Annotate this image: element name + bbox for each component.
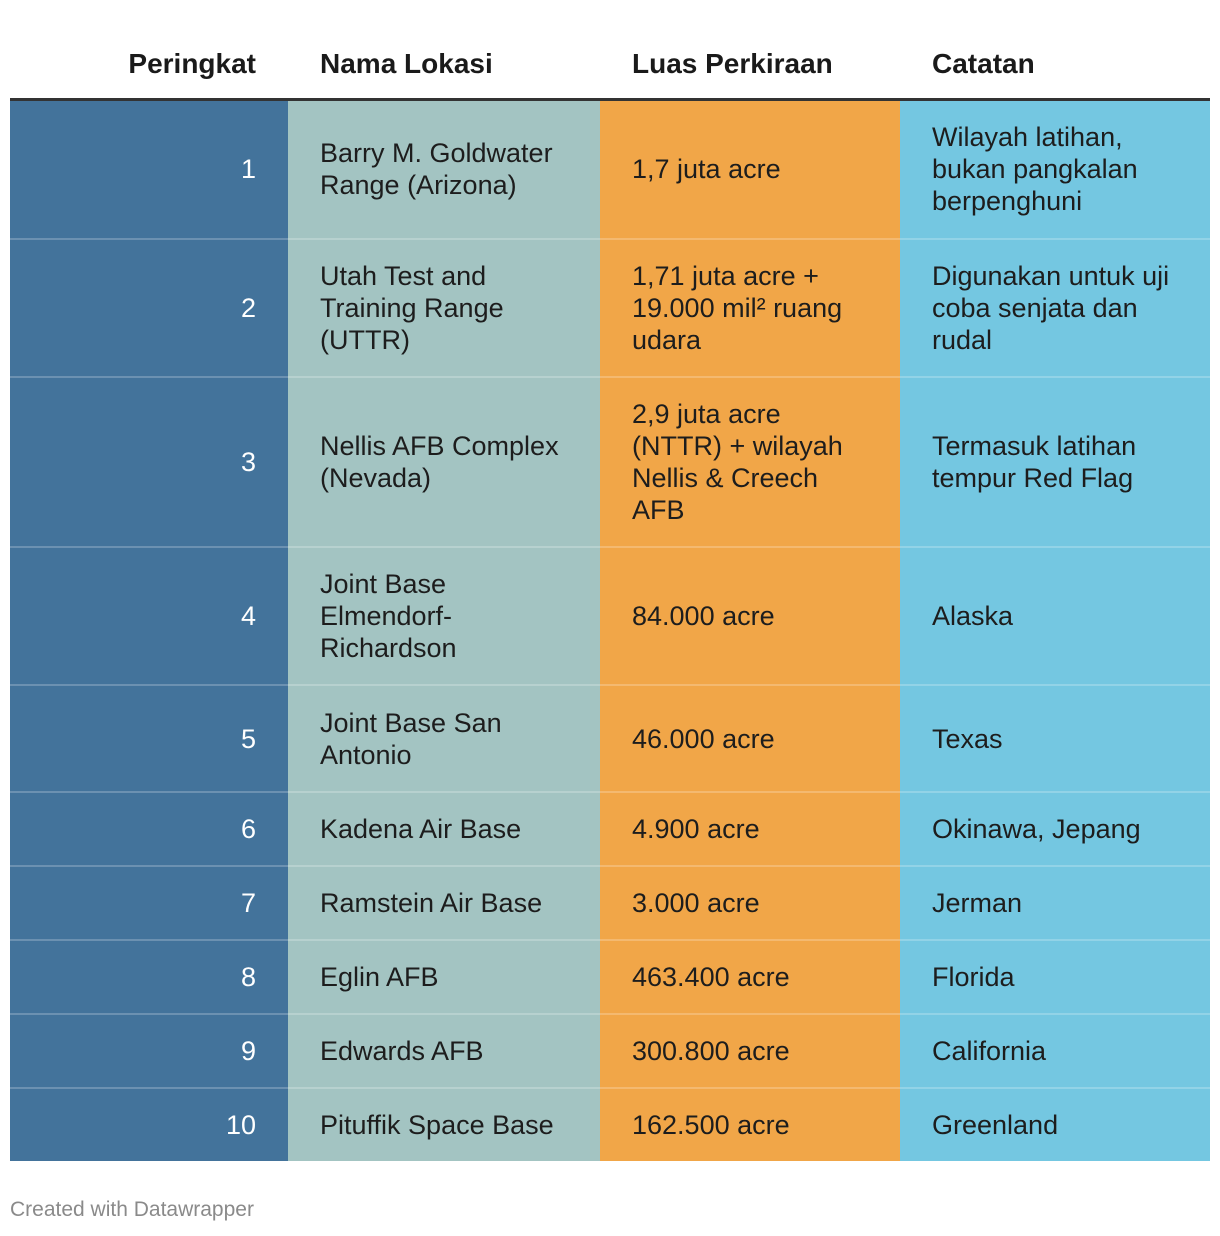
location-cell: Joint Base Elmendorf-Richardson [288,547,600,686]
column-header-area[interactable]: Luas Perkiraan [600,0,900,101]
area-cell: 300.800 acre [600,1014,900,1089]
column-header-note[interactable]: Catatan [900,0,1210,101]
table-row: 9 Edwards AFB 300.800 acre California [10,1014,1210,1089]
note-cell: Alaska [900,547,1210,686]
location-cell: Ramstein Air Base [288,866,600,941]
data-table: Peringkat Nama Lokasi Luas Perkiraan Cat… [10,0,1210,1161]
location-cell: Joint Base San Antonio [288,685,600,793]
table-row: 4 Joint Base Elmendorf-Richardson 84.000 a… [10,547,1210,686]
table-row: 1 Barry M. Goldwater Range (Arizona) 1,7 j… [10,99,1210,240]
rank-cell: 1 [10,99,288,240]
note-cell: California [900,1014,1210,1089]
rank-cell: 8 [10,940,288,1015]
location-cell: Edwards AFB [288,1014,600,1089]
area-cell: 4.900 acre [600,792,900,867]
note-cell: Termasuk latihan tempur Red Flag [900,377,1210,548]
location-cell: Nellis AFB Complex (Nevada) [288,377,600,548]
location-cell: Kadena Air Base [288,792,600,867]
rank-cell: 5 [10,685,288,793]
note-cell: Greenland [900,1088,1210,1161]
area-cell: 3.000 acre [600,866,900,941]
rank-cell: 2 [10,239,288,378]
note-cell: Jerman [900,866,1210,941]
note-cell: Wilayah latihan, bukan pangkalan berpeng… [900,99,1210,240]
column-header-rank[interactable]: Peringkat [10,0,288,101]
rank-cell: 3 [10,377,288,548]
datawrapper-credit[interactable]: Created with Datawrapper [10,1198,254,1221]
table-row: 3 Nellis AFB Complex (Nevada) 2,9 juta acr… [10,377,1210,548]
area-cell: 46.000 acre [600,685,900,793]
table-row: 5 Joint Base San Antonio 46.000 acre Texas [10,685,1210,793]
location-cell: Eglin AFB [288,940,600,1015]
rank-cell: 9 [10,1014,288,1089]
rank-cell: 6 [10,792,288,867]
header-row: Peringkat Nama Lokasi Luas Perkiraan Cat… [10,0,1210,101]
location-cell: Pituffik Space Base [288,1088,600,1161]
location-cell: Utah Test and Training Range (UTTR) [288,239,600,378]
table-row: 2 Utah Test and Training Range (UTTR) 1,71… [10,239,1210,378]
area-cell: 162.500 acre [600,1088,900,1161]
table-container: Peringkat Nama Lokasi Luas Perkiraan Cat… [10,0,1210,1161]
column-header-location[interactable]: Nama Lokasi [288,0,600,101]
note-cell: Florida [900,940,1210,1015]
rank-cell: 10 [10,1088,288,1161]
note-cell: Okinawa, Jepang [900,792,1210,867]
area-cell: 463.400 acre [600,940,900,1015]
rank-cell: 4 [10,547,288,686]
note-cell: Digunakan untuk uji coba senjata dan rud… [900,239,1210,378]
table-row: 7 Ramstein Air Base 3.000 acre Jerman [10,866,1210,941]
table-row: 8 Eglin AFB 463.400 acre Florida [10,940,1210,1015]
table-row: 6 Kadena Air Base 4.900 acre Okinawa, Jepan… [10,792,1210,867]
area-cell: 84.000 acre [600,547,900,686]
table-row: 10 Pituffik Space Base 162.500 acre Greenla… [10,1088,1210,1161]
area-cell: 2,9 juta acre (NTTR) + wilayah Nellis & … [600,377,900,548]
table-header: Peringkat Nama Lokasi Luas Perkiraan Cat… [10,0,1210,101]
note-cell: Texas [900,685,1210,793]
table-body: 1 Barry M. Goldwater Range (Arizona) 1,7 j… [10,99,1210,1161]
location-cell: Barry M. Goldwater Range (Arizona) [288,99,600,240]
area-cell: 1,71 juta acre + 19.000 mil² ruang udara [600,239,900,378]
rank-cell: 7 [10,866,288,941]
area-cell: 1,7 juta acre [600,99,900,240]
